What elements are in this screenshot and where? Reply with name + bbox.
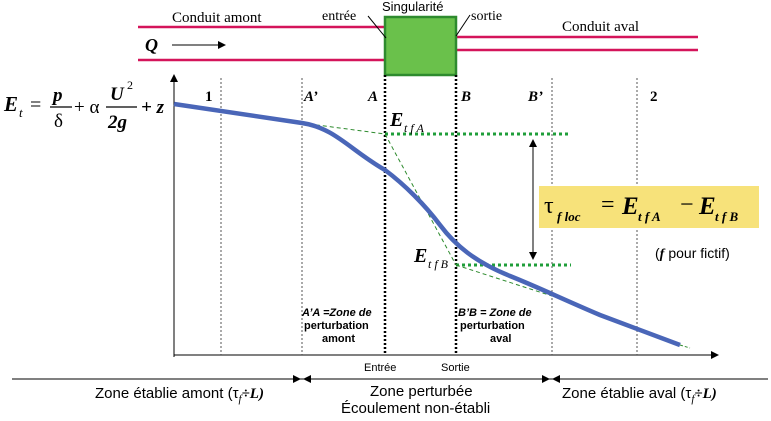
formula-e1-sub: t f A <box>638 209 661 224</box>
fictive-note-text: pour fictif) <box>668 245 729 261</box>
formula-e1: E <box>621 193 639 220</box>
formula-tau: τ <box>544 193 554 219</box>
energy-label-b: E <box>413 245 427 267</box>
fictive-note-open: ( <box>655 245 660 261</box>
formula-e2: E <box>698 193 716 220</box>
zone-established-upstream-tail: ÷L) <box>242 386 264 402</box>
eq-lhs-sub: t <box>19 105 23 120</box>
section-label-2: 2 <box>650 89 658 105</box>
zone-established-downstream-sub: f <box>691 393 696 405</box>
section-label-b-prime: B’ <box>527 89 543 105</box>
section-label-a-prime: A’ <box>303 89 318 105</box>
zone-established-downstream: Zone établie aval (τf÷L) <box>562 385 717 405</box>
eq-lhs: E <box>3 92 18 116</box>
downstream-pipe-label: Conduit aval <box>562 19 639 35</box>
total-energy-line <box>173 101 681 348</box>
fictive-note: (f pour fictif) <box>655 245 730 262</box>
zone-established-upstream-sub: f <box>239 393 244 405</box>
eq-num-p: p <box>51 85 63 106</box>
zone-downstream-line-1: B’B = Zone de <box>458 307 532 319</box>
section-label-a: A <box>367 89 378 105</box>
outlet-pointer <box>455 14 471 37</box>
outlet-label: sortie <box>471 9 502 24</box>
zone-upstream-line-2: perturbation <box>304 320 369 332</box>
energy-line-extension <box>679 344 691 349</box>
total-head-equation: E t = p δ + α U 2 2g + z <box>3 78 165 133</box>
downstream-extrapolation <box>455 264 553 297</box>
singularity-label: Singularité <box>382 0 443 14</box>
inlet-axis-label: Entrée <box>364 362 396 374</box>
section-label-1: 1 <box>205 89 213 105</box>
inlet-pointer <box>367 15 387 39</box>
inlet-label: entrée <box>322 9 356 24</box>
zone-downstream-line-2: perturbation <box>460 320 525 332</box>
singularity-box <box>383 15 458 77</box>
local-loss-formula-box <box>539 186 759 228</box>
eq-plus-alpha: + α <box>74 97 99 118</box>
zone-established-upstream: Zone établie amont (τf÷L) <box>95 385 264 405</box>
fictive-note-f: f <box>660 247 666 262</box>
energy-label-a-sub: t f A <box>404 121 424 135</box>
flow-rate-symbol: Q <box>145 35 158 55</box>
zone-non-established: Écoulement non-établi <box>341 400 490 417</box>
formula-equals: = <box>601 192 615 218</box>
formula-e2-sub: t f B <box>715 209 738 224</box>
zone-downstream-line-3: aval <box>490 333 511 345</box>
eq-den-2g: 2g <box>107 112 127 133</box>
outlet-axis-label: Sortie <box>441 362 470 374</box>
formula-tau-sub: f loc <box>557 209 581 224</box>
zone-established-downstream-tail: ÷L) <box>694 386 716 402</box>
eq-num-exp: 2 <box>127 78 133 92</box>
section-label-b: B <box>460 89 471 105</box>
zone-upstream-line-1: A’A =Zone de <box>301 307 372 319</box>
upstream-pipe-label: Conduit amont <box>172 10 262 26</box>
zone-upstream-line-3: amont <box>322 333 355 345</box>
eq-equals: = <box>30 94 41 116</box>
zone-established-upstream-text: Zone établie amont (τ <box>95 385 239 402</box>
energy-label-b-sub: t f B <box>428 257 449 271</box>
formula-minus: − <box>680 192 694 218</box>
zone-established-downstream-text: Zone établie aval (τ <box>562 385 691 402</box>
singularity-drop-line <box>384 133 457 266</box>
zone-perturbed: Zone perturbée <box>370 383 473 400</box>
energy-label-a: E <box>389 109 403 131</box>
eq-plus-z: + z <box>141 97 165 118</box>
eq-den-delta: δ <box>54 111 63 132</box>
eq-num-u: U <box>110 84 125 105</box>
